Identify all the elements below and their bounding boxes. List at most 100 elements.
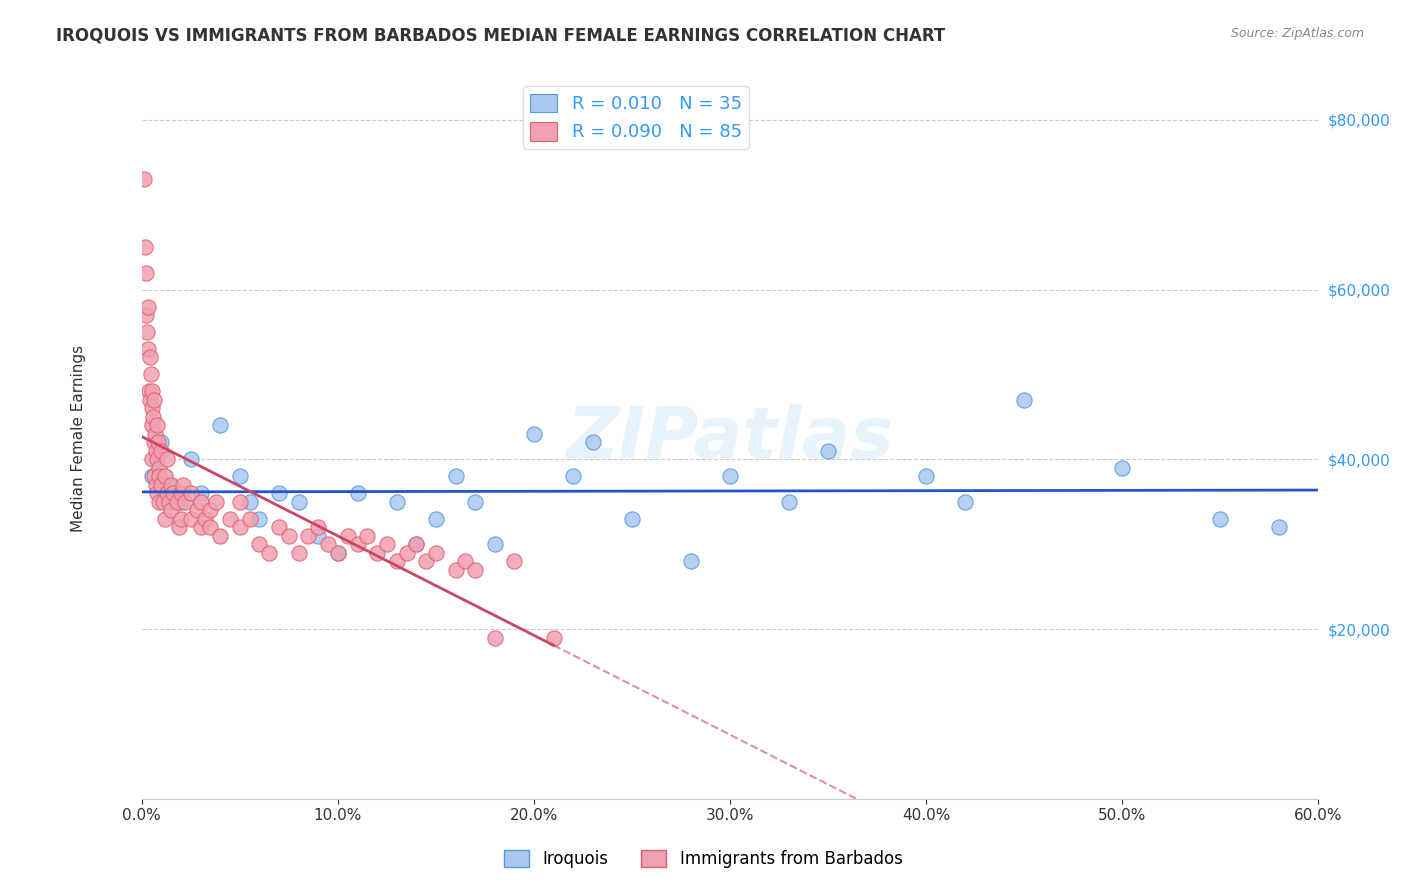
Point xyxy=(415,554,437,568)
Point xyxy=(562,469,585,483)
Point xyxy=(405,537,427,551)
Point xyxy=(484,631,506,645)
Point xyxy=(134,240,156,254)
Point xyxy=(287,494,309,508)
Point xyxy=(148,435,170,450)
Point xyxy=(160,477,183,491)
Point xyxy=(170,512,193,526)
Point xyxy=(267,486,290,500)
Point xyxy=(155,512,177,526)
Point xyxy=(193,512,215,526)
Point xyxy=(385,494,408,508)
Point xyxy=(132,172,155,186)
Point xyxy=(1268,520,1291,534)
Point xyxy=(170,486,193,500)
Point xyxy=(239,494,262,508)
Point xyxy=(503,554,526,568)
Point xyxy=(190,494,212,508)
Point xyxy=(484,537,506,551)
Y-axis label: Median Female Earnings: Median Female Earnings xyxy=(72,344,86,532)
Point xyxy=(136,300,159,314)
Point xyxy=(143,426,166,441)
Point xyxy=(186,503,208,517)
Point xyxy=(174,494,197,508)
Point xyxy=(141,384,163,399)
Point xyxy=(180,486,202,500)
Point xyxy=(150,443,173,458)
Point xyxy=(209,418,232,433)
Point xyxy=(135,266,157,280)
Point xyxy=(167,520,190,534)
Point xyxy=(375,537,398,551)
Point xyxy=(157,494,180,508)
Point xyxy=(138,392,160,407)
Point xyxy=(172,477,194,491)
Point xyxy=(229,494,252,508)
Point xyxy=(297,529,319,543)
Point xyxy=(166,494,188,508)
Point xyxy=(718,469,741,483)
Point xyxy=(316,537,339,551)
Point xyxy=(142,409,165,424)
Point xyxy=(219,512,242,526)
Point xyxy=(190,486,212,500)
Point xyxy=(955,494,977,508)
Text: IROQUOIS VS IMMIGRANTS FROM BARBADOS MEDIAN FEMALE EARNINGS CORRELATION CHART: IROQUOIS VS IMMIGRANTS FROM BARBADOS MED… xyxy=(56,27,945,45)
Point xyxy=(145,477,167,491)
Legend: R = 0.010   N = 35, R = 0.090   N = 85: R = 0.010 N = 35, R = 0.090 N = 85 xyxy=(523,87,749,149)
Point xyxy=(346,486,368,500)
Point xyxy=(148,494,170,508)
Point xyxy=(287,546,309,560)
Point xyxy=(444,469,467,483)
Point xyxy=(267,520,290,534)
Point xyxy=(366,546,388,560)
Point xyxy=(464,563,486,577)
Point xyxy=(139,368,162,382)
Point xyxy=(523,426,546,441)
Point xyxy=(205,494,228,508)
Point xyxy=(190,520,212,534)
Point xyxy=(146,486,169,500)
Point xyxy=(142,392,165,407)
Point xyxy=(817,443,839,458)
Point xyxy=(141,418,163,433)
Point xyxy=(135,308,157,322)
Point xyxy=(180,452,202,467)
Point xyxy=(141,469,163,483)
Point xyxy=(679,554,702,568)
Point xyxy=(150,435,173,450)
Point xyxy=(621,512,644,526)
Point xyxy=(200,503,222,517)
Point xyxy=(141,401,163,416)
Point xyxy=(326,546,349,560)
Point xyxy=(307,520,329,534)
Point xyxy=(239,512,262,526)
Point xyxy=(152,494,174,508)
Point xyxy=(138,351,160,365)
Point xyxy=(326,546,349,560)
Point xyxy=(385,554,408,568)
Point xyxy=(162,486,184,500)
Point xyxy=(170,494,193,508)
Point xyxy=(209,529,232,543)
Point xyxy=(138,384,160,399)
Point xyxy=(249,537,271,551)
Point xyxy=(425,546,447,560)
Point xyxy=(146,452,169,467)
Point xyxy=(277,529,299,543)
Text: ZIPatlas: ZIPatlas xyxy=(567,403,894,473)
Point xyxy=(405,537,427,551)
Point xyxy=(356,529,378,543)
Point xyxy=(307,529,329,543)
Point xyxy=(145,418,167,433)
Point xyxy=(156,452,179,467)
Point xyxy=(200,520,222,534)
Point xyxy=(160,503,183,517)
Point xyxy=(145,443,167,458)
Point xyxy=(249,512,271,526)
Text: Source: ZipAtlas.com: Source: ZipAtlas.com xyxy=(1230,27,1364,40)
Point xyxy=(148,469,170,483)
Point xyxy=(1111,460,1133,475)
Point xyxy=(229,469,252,483)
Point xyxy=(141,452,163,467)
